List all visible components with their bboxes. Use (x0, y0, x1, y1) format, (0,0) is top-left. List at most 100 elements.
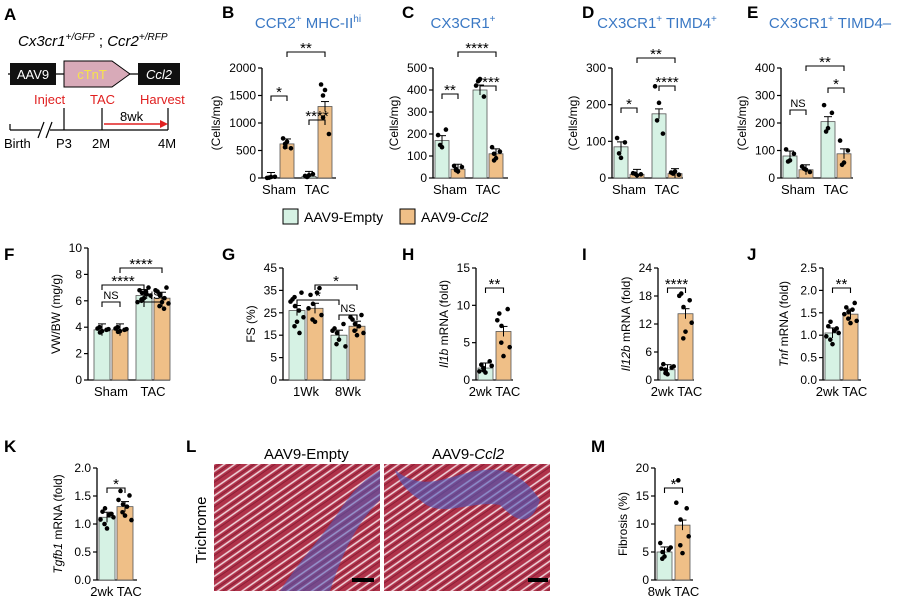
data-point (272, 174, 278, 180)
y-tick-label: 2.5 (800, 261, 817, 275)
data-point (280, 136, 286, 141)
data-point (144, 291, 149, 297)
data-point (122, 513, 128, 518)
data-point (654, 118, 660, 123)
significance-label: * (276, 84, 282, 101)
data-point (104, 526, 110, 531)
y-tick-label: 0 (420, 171, 427, 185)
y-axis-label: Il12b mRNA (fold) (619, 277, 633, 372)
significance-label: ** (819, 54, 831, 71)
data-point (139, 290, 145, 296)
y-axis-label: (Cells/mg) (735, 96, 749, 151)
data-point (842, 311, 847, 317)
data-point (306, 306, 311, 311)
significance-bracket (441, 93, 459, 99)
y-tick-label: 0.5 (74, 545, 91, 559)
x-category-label: 2wk TAC (469, 384, 521, 399)
data-point (106, 512, 112, 518)
data-point (828, 337, 833, 342)
panel-c-chart: C CX3CR1+ 0 100 200 300 400 500 (Cells/mg) Sham TA… (387, 3, 508, 197)
significance-label: **** (305, 108, 329, 125)
significance-label: ** (300, 40, 312, 57)
data-point (352, 328, 357, 334)
data-point (839, 162, 845, 168)
data-point (661, 361, 666, 367)
significance-label: **** (655, 74, 679, 91)
x-category-label: 8Wk (335, 384, 362, 399)
data-point (830, 341, 835, 347)
panel-letter-j: J (747, 245, 756, 264)
data-point (356, 323, 362, 329)
data-point (146, 285, 151, 290)
legend: AAV9-Empty AAV9-Ccl2 (282, 208, 489, 225)
data-point (846, 309, 851, 315)
y-axis-label: Il1b mRNA (fold) (437, 280, 451, 368)
data-point (807, 169, 813, 175)
data-point (846, 316, 851, 321)
ctnt-promoter-arrow (63, 60, 131, 88)
data-point (681, 304, 686, 310)
data-point (791, 151, 797, 157)
data-point (453, 166, 459, 172)
y-tick-label: 35 (264, 283, 278, 297)
data-point (102, 521, 107, 527)
legend-swatch-ccl2 (399, 208, 416, 225)
data-point (622, 140, 628, 145)
data-point (671, 364, 676, 369)
data-point (854, 318, 859, 324)
significance-label: * (833, 76, 839, 93)
data-point (120, 509, 125, 515)
x-category-label: Sham (262, 182, 296, 197)
significance-bracket (805, 65, 845, 71)
panel-g-chart: G 0 5 15 25 35 45 FS (%) 1Wk 8Wk NS * * (222, 245, 366, 399)
panel-letter-m: M (591, 437, 605, 456)
data-point (501, 353, 506, 359)
x-category-label: TAC (475, 182, 500, 197)
x-category-label: TAC (140, 384, 165, 399)
data-point (294, 319, 300, 325)
y-tick-label: 15 (636, 489, 650, 503)
data-point (489, 363, 495, 369)
x-category-label: Sham (94, 384, 128, 399)
significance-label: ** (650, 46, 662, 63)
data-point (330, 328, 335, 334)
y-tick-label: 0 (768, 171, 775, 185)
y-tick-label: 1.0 (74, 517, 91, 531)
data-point (663, 367, 668, 373)
significance-bracket (663, 487, 684, 493)
data-point (676, 478, 681, 483)
data-point (120, 502, 126, 507)
y-tick-label: 100 (755, 144, 775, 158)
y-tick-label: 300 (586, 61, 606, 75)
bar-sham-ccl2 (111, 329, 129, 381)
data-point (135, 299, 140, 305)
significance-bracket (101, 301, 121, 307)
panel-title: CX3CR1+ TIMD4+ (597, 14, 717, 32)
data-point (499, 323, 504, 329)
data-point (507, 344, 512, 350)
data-point (505, 306, 511, 312)
data-point (266, 175, 272, 180)
y-tick-label: 0 (463, 373, 470, 387)
data-point (632, 171, 638, 177)
data-point (491, 151, 497, 157)
data-point (687, 297, 692, 303)
data-point (115, 329, 121, 335)
data-point (115, 324, 120, 330)
x-category-label: TAC (304, 182, 329, 197)
data-point (352, 321, 358, 327)
data-point (341, 321, 346, 327)
data-point (684, 506, 689, 511)
y-axis-label: (Cells/mg) (566, 96, 580, 151)
significance-label: * (315, 288, 321, 305)
data-point (785, 159, 791, 164)
data-point (308, 292, 313, 298)
data-point (614, 135, 620, 141)
significance-bracket (270, 95, 288, 101)
data-point (443, 127, 449, 132)
panel-m-chart: M 0 5 10 15 20 Fibrosis (%) 8wk TAC * (591, 437, 699, 597)
y-tick-label: 5 (463, 336, 470, 350)
y-tick-label: 100 (407, 149, 427, 163)
